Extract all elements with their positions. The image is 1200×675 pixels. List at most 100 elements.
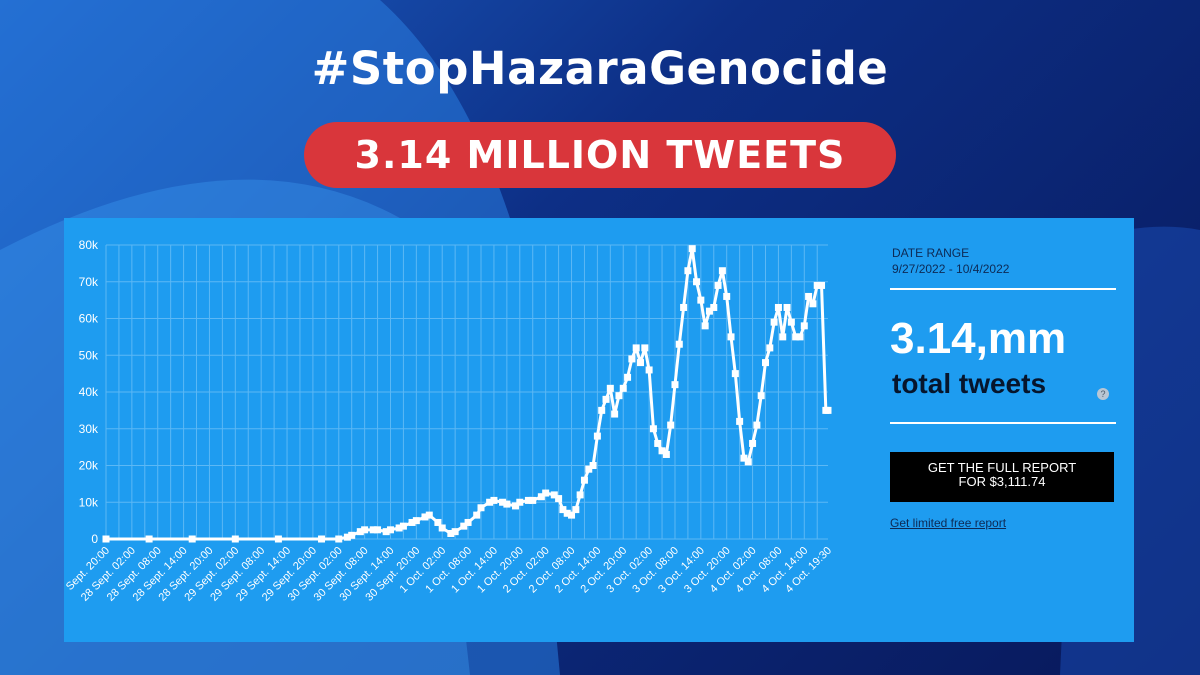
- data-point: [585, 465, 593, 473]
- data-point: [499, 498, 507, 506]
- data-point: [606, 384, 614, 392]
- data-point: [736, 417, 744, 425]
- data-point: [645, 366, 653, 374]
- y-tick-label: 10k: [79, 495, 99, 509]
- data-point: [649, 425, 657, 433]
- date-range-value: 9/27/2022 - 10/4/2022: [892, 262, 1010, 276]
- data-point: [632, 344, 640, 352]
- data-point: [511, 502, 519, 510]
- data-point: [783, 303, 791, 311]
- y-tick-label: 30k: [79, 422, 99, 436]
- data-point: [274, 535, 282, 543]
- data-point: [749, 439, 757, 447]
- data-point: [451, 528, 459, 536]
- data-point: [740, 454, 748, 462]
- data-point: [809, 300, 817, 308]
- report-button-line1: GET THE FULL REPORT: [927, 460, 1077, 475]
- data-point: [619, 384, 627, 392]
- data-point: [395, 524, 403, 532]
- data-point: [667, 421, 675, 429]
- data-point: [516, 498, 524, 506]
- data-point: [824, 406, 832, 414]
- data-point: [473, 511, 481, 519]
- data-point: [464, 518, 472, 526]
- data-point: [382, 528, 390, 536]
- data-point: [102, 535, 110, 543]
- total-tweets-label: total tweets: [892, 368, 1047, 399]
- y-tick-label: 50k: [79, 348, 99, 362]
- y-tick-label: 70k: [79, 275, 99, 289]
- data-point: [805, 292, 813, 300]
- get-full-report-button[interactable]: GET THE FULL REPORT FOR $3,111.74: [890, 452, 1114, 502]
- help-icon[interactable]: ?: [1097, 388, 1109, 400]
- data-point: [813, 281, 821, 289]
- y-tick-label: 60k: [79, 312, 99, 326]
- data-point: [658, 447, 666, 455]
- data-point: [744, 458, 752, 466]
- tweets-series-line: [104, 247, 830, 541]
- data-point: [386, 526, 394, 534]
- data-point: [796, 333, 804, 341]
- data-point: [542, 489, 550, 497]
- data-point: [723, 292, 731, 300]
- divider-top: [890, 288, 1116, 290]
- free-report-link[interactable]: Get limited free report: [890, 516, 1007, 530]
- data-point: [770, 318, 778, 326]
- data-point: [680, 303, 688, 311]
- data-point: [684, 267, 692, 275]
- data-point: [787, 318, 795, 326]
- data-point: [705, 307, 713, 315]
- data-point: [231, 535, 239, 543]
- data-point: [361, 526, 369, 534]
- y-tick-label: 20k: [79, 459, 99, 473]
- data-point: [774, 303, 782, 311]
- y-tick-label: 0: [91, 532, 98, 546]
- data-point: [537, 493, 545, 501]
- data-point: [348, 531, 356, 539]
- data-point: [624, 373, 632, 381]
- data-point: [753, 421, 761, 429]
- data-point: [477, 504, 485, 512]
- data-point: [654, 439, 662, 447]
- report-button-line2: FOR $3,111.74: [958, 474, 1046, 489]
- data-point: [675, 340, 683, 348]
- data-point: [559, 506, 567, 514]
- data-point: [688, 245, 696, 253]
- data-point: [563, 509, 571, 517]
- data-point: [438, 524, 446, 532]
- data-point: [598, 406, 606, 414]
- data-point: [671, 381, 679, 389]
- data-point: [602, 395, 610, 403]
- data-point: [615, 392, 623, 400]
- data-point: [568, 511, 576, 519]
- data-point: [374, 526, 382, 534]
- data-point: [576, 491, 584, 499]
- data-point: [662, 450, 670, 458]
- data-point: [641, 344, 649, 352]
- data-point: [503, 500, 511, 508]
- total-tweets-value: 3.14,mm: [890, 314, 1067, 363]
- data-point: [421, 513, 429, 521]
- data-point: [589, 462, 597, 469]
- divider-bottom: [890, 422, 1116, 424]
- data-point: [486, 498, 494, 506]
- data-point: [766, 344, 774, 352]
- y-tick-label: 80k: [79, 238, 99, 252]
- data-point: [636, 359, 644, 367]
- data-point: [356, 528, 364, 536]
- data-point: [628, 355, 636, 363]
- data-point: [490, 496, 498, 504]
- data-point: [800, 322, 808, 330]
- data-point: [447, 529, 455, 537]
- data-point: [434, 518, 442, 526]
- data-point: [524, 496, 532, 504]
- data-point: [792, 333, 800, 341]
- y-tick-label: 40k: [79, 385, 99, 399]
- data-point: [412, 517, 420, 525]
- data-point: [718, 267, 726, 275]
- data-point: [779, 333, 787, 341]
- data-point: [611, 410, 619, 418]
- data-point: [757, 392, 765, 400]
- data-point: [460, 522, 468, 530]
